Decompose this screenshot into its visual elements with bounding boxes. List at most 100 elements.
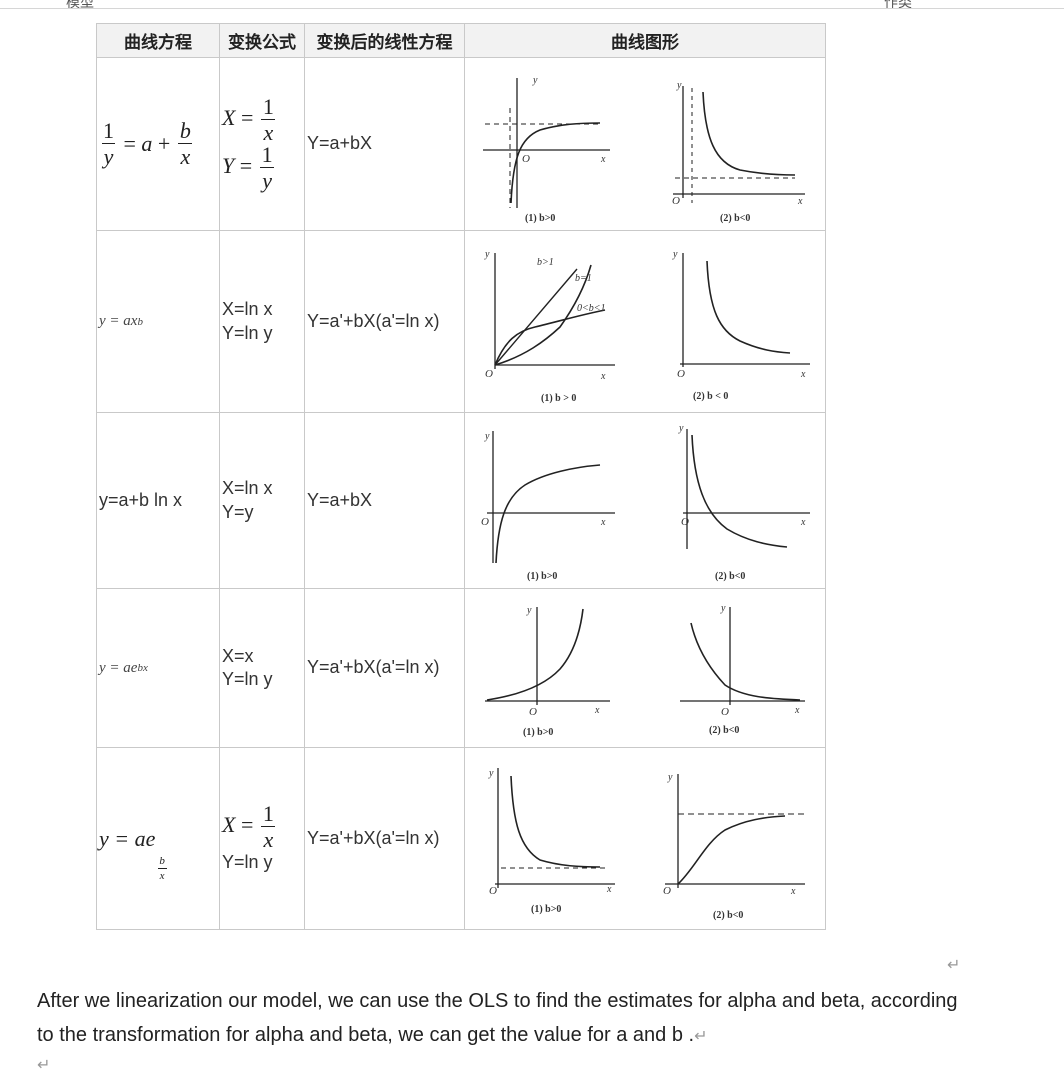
cell-equation: y=a+b ln x	[96, 412, 220, 589]
x-axis-label: x	[794, 705, 800, 716]
cell-linear: Y=a'+bX(a'=ln x)	[304, 747, 465, 930]
top-rule: 模型 作类	[0, 0, 1064, 9]
curve	[486, 608, 584, 701]
y-axis-label: y	[484, 249, 490, 260]
cell-graph: y O x y O x (1) b>0 (2) b<0	[464, 588, 826, 748]
table-header-row: 曲线方程 变换公式 变换后的线性方程 曲线图形	[96, 23, 826, 58]
y-axis-label: y	[532, 75, 538, 86]
plot-caption: (1) b>0	[523, 727, 553, 738]
y-axis-label: y	[526, 605, 532, 616]
cell-graph: y O x y O x (1) b>0 (2) b<0	[464, 57, 826, 231]
origin-label: O	[663, 885, 671, 897]
header-equation: 曲线方程	[96, 23, 220, 58]
origin-label: O	[522, 153, 530, 165]
cell-linear: Y=a+bX	[304, 57, 465, 231]
curve	[510, 775, 601, 868]
cell-graph: y O x y O x (1) b>0 (2) b<0	[464, 412, 826, 589]
transform-y: Y=ln y	[222, 322, 273, 343]
cell-transform: X=ln x Y=y	[219, 412, 305, 589]
paragraph-mark: ↵	[694, 1028, 708, 1045]
equation-exponential: y = ae bx	[99, 659, 148, 676]
x-axis-label: x	[600, 517, 606, 528]
x-axis-label: x	[594, 705, 600, 716]
origin-label: O	[485, 368, 493, 380]
curve	[677, 815, 786, 885]
curve-plots-row2: y O x b>1 b=1 0<b<1 y O x (1) b > 0 (2) …	[484, 249, 810, 404]
y-axis-label: y	[678, 423, 684, 434]
transform-x: X=ln x	[222, 478, 273, 499]
plot-label: 0<b<1	[577, 303, 606, 314]
header-linear: 变换后的线性方程	[304, 23, 465, 58]
x-axis-label: x	[800, 369, 806, 380]
curve	[510, 122, 601, 204]
y-axis-label: y	[667, 772, 673, 783]
linear-equation: Y=a'+bX(a'=ln x)	[307, 827, 440, 848]
cell-graph: y O x b>1 b=1 0<b<1 y O x (1) b > 0 (2) …	[464, 230, 826, 413]
y-axis-label: y	[720, 603, 726, 614]
y-axis-label: y	[488, 768, 494, 779]
cell-linear: Y=a'+bX(a'=ln x)	[304, 588, 465, 748]
y-axis-label: y	[672, 249, 678, 260]
curve	[495, 464, 601, 564]
cut-text-right: 作类	[884, 0, 912, 9]
cell-linear: Y=a'+bX(a'=ln x)	[304, 230, 465, 413]
paragraph-mark: ↵	[947, 957, 961, 974]
cell-transform: X=ln x Y=ln y	[219, 230, 305, 413]
curve	[702, 91, 796, 176]
x-axis-label: x	[800, 517, 806, 528]
curve-plots-row5: y O x y O x (1) b>0 (2) b<0	[488, 768, 805, 921]
cut-text-left: 模型	[66, 0, 94, 9]
origin-label: O	[481, 516, 489, 528]
plot-caption: (2) b<0	[709, 725, 739, 736]
transform-y: Y=ln y	[222, 851, 273, 872]
transform-x: X=ln x	[222, 299, 273, 320]
cell-equation: y = ae bx	[96, 588, 220, 748]
linear-equation: Y=a'+bX(a'=ln x)	[307, 657, 440, 678]
transform-y: Y=ln y	[222, 669, 273, 689]
cell-equation: y = ax b	[96, 230, 220, 413]
plot-caption: (2) b < 0	[693, 391, 728, 402]
cell-transform: X=x Y=ln y	[219, 588, 305, 748]
paragraph-mark: ↵	[37, 1057, 51, 1074]
linear-equation: Y=a+bX	[307, 489, 373, 510]
x-axis-label: x	[797, 196, 803, 207]
body-paragraph: After we linearization our model, we can…	[37, 984, 977, 1054]
paragraph-text: After we linearization our model, we can…	[37, 990, 958, 1046]
origin-label: O	[672, 195, 680, 207]
plot-label: b>1	[537, 257, 554, 268]
x-axis-label: x	[790, 886, 796, 897]
equation-log: y=a+b ln x	[99, 489, 183, 510]
curve	[690, 622, 801, 701]
y-axis-label: y	[676, 80, 682, 91]
curve-plots-row4: y O x y O x (1) b>0 (2) b<0	[485, 603, 805, 738]
y-axis-label: y	[484, 431, 490, 442]
header-transform: 变换公式	[219, 23, 305, 58]
origin-label: O	[529, 706, 537, 718]
table-row: y = ax b X=ln x Y=ln y Y=a'+bX(a'=ln x) y …	[96, 230, 826, 413]
plot-caption: (2) b<0	[715, 571, 745, 582]
transform-x: X=x	[222, 645, 254, 666]
x-axis-label: x	[600, 371, 606, 382]
origin-label: O	[681, 516, 689, 528]
plot-caption: (1) b>0	[525, 213, 555, 224]
plot-caption: (1) b>0	[531, 904, 561, 915]
origin-label: O	[721, 706, 729, 718]
curve	[494, 309, 606, 366]
origin-label: O	[489, 885, 497, 897]
cell-linear: Y=a+bX	[304, 412, 465, 589]
origin-label: O	[677, 368, 685, 380]
linear-equation: Y=a+bX	[307, 133, 373, 154]
curve	[706, 260, 791, 354]
curve	[494, 268, 578, 366]
header-graph: 曲线图形	[464, 23, 826, 58]
plot-label: b=1	[575, 273, 592, 284]
